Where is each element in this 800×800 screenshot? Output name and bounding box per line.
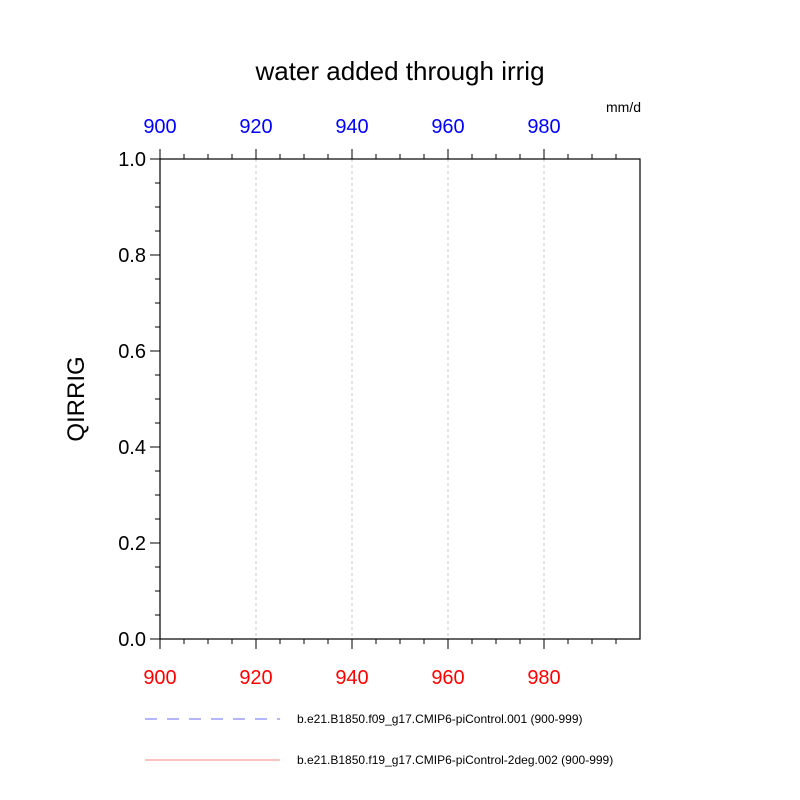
chart-title: water added through irrig (254, 56, 544, 86)
legend: b.e21.B1850.f09_g17.CMIP6-piControl.001 … (145, 712, 613, 767)
x-tick-label-bottom: 980 (527, 667, 560, 689)
legend-label: b.e21.B1850.f09_g17.CMIP6-piControl.001 … (297, 712, 583, 726)
plot-frame (159, 158, 641, 640)
y-tick-label: 0.4 (118, 437, 146, 459)
x-tick-label-bottom: 940 (335, 667, 368, 689)
x-tick-label-top: 960 (431, 116, 464, 138)
x-tick-label-bottom: 920 (239, 667, 272, 689)
x-tick-label-top: 940 (335, 116, 368, 138)
x-tick-label-bottom: 900 (143, 667, 176, 689)
grid (255, 159, 545, 639)
x-tick-label-top: 980 (527, 116, 560, 138)
legend-label: b.e21.B1850.f19_g17.CMIP6-piControl-2deg… (297, 753, 613, 767)
units-label: mm/d (606, 99, 641, 115)
y-tick-label: 0.2 (118, 533, 146, 555)
y-tick-label: 0.6 (118, 341, 146, 363)
y-axis-title: QIRRIG (63, 356, 90, 441)
x-tick-label-top: 920 (239, 116, 272, 138)
tick-labels: 900 900 920 920 940 940 960 960 980 980 0.0 0.2 0.4 0… (118, 116, 561, 689)
ticks (150, 149, 617, 649)
x-tick-label-top: 900 (143, 116, 176, 138)
y-tick-label: 0.8 (118, 245, 146, 267)
x-tick-label-bottom: 960 (431, 667, 464, 689)
y-tick-label: 0.0 (118, 629, 146, 651)
y-tick-label: 1.0 (118, 149, 146, 171)
